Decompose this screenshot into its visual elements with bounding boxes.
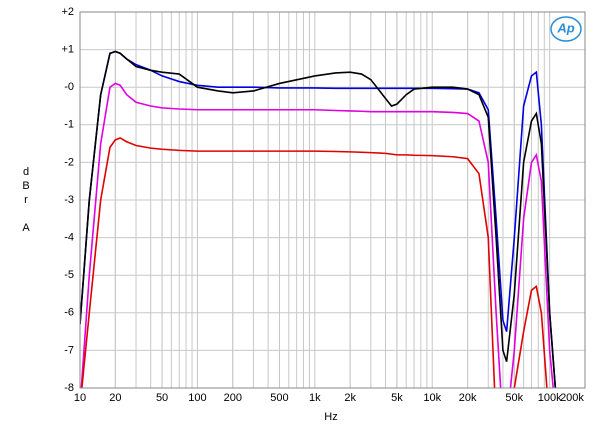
y-tick-label: -5	[64, 269, 74, 281]
x-tick-label: 100	[188, 392, 206, 404]
y-tick-label: -0	[64, 81, 74, 93]
x-tick-label: 5k	[391, 392, 403, 404]
x-tick-label: 200	[224, 392, 242, 404]
y-tick-label: -7	[64, 344, 74, 356]
x-tick-label: 10k	[423, 392, 441, 404]
x-tick-label: 20k	[459, 392, 477, 404]
logo: Ap	[550, 16, 582, 42]
x-tick-label: 20	[109, 392, 121, 404]
series-line	[80, 50, 557, 388]
lines	[80, 50, 557, 388]
x-tick-label: 10	[74, 392, 86, 404]
y-tick-label: -4	[64, 232, 74, 244]
y-tick-label: +2	[61, 6, 74, 18]
series-line	[81, 137, 548, 388]
y-tick-label: -3	[64, 194, 74, 206]
x-tick-label: 100k	[538, 392, 562, 404]
x-tick-label: 2k	[344, 392, 356, 404]
x-tick-label: 500	[270, 392, 288, 404]
x-tick-label: 50k	[505, 392, 523, 404]
y-tick-label: +1	[61, 44, 74, 56]
y-tick-label: -6	[64, 307, 74, 319]
y-tick-label: -2	[64, 156, 74, 168]
x-tick-label: 1k	[309, 392, 321, 404]
y-tick-label: -8	[64, 382, 74, 394]
plot-frame	[79, 11, 586, 389]
logo-text: Ap	[556, 20, 574, 35]
series-line	[80, 82, 555, 388]
series-line	[80, 50, 557, 388]
x-tick-label: 200k	[560, 392, 584, 404]
x-axis-label: Hz	[324, 411, 337, 423]
y-tick-label: -1	[64, 119, 74, 131]
logo-ring	[550, 16, 582, 42]
x-tick-label: 50	[156, 392, 168, 404]
